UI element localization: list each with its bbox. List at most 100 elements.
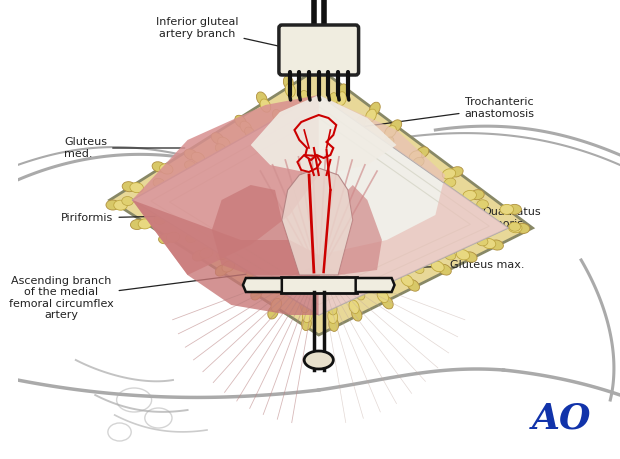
Ellipse shape (152, 162, 166, 172)
Ellipse shape (274, 282, 283, 294)
Ellipse shape (409, 151, 422, 162)
Ellipse shape (215, 144, 226, 154)
Text: Piriformis: Piriformis (61, 213, 214, 223)
Ellipse shape (383, 276, 394, 286)
Ellipse shape (413, 157, 424, 167)
Ellipse shape (185, 161, 196, 170)
Ellipse shape (300, 90, 309, 102)
FancyBboxPatch shape (279, 25, 358, 75)
Polygon shape (132, 200, 319, 315)
Ellipse shape (122, 182, 136, 192)
Ellipse shape (490, 240, 503, 250)
Ellipse shape (251, 287, 262, 300)
Ellipse shape (138, 219, 152, 229)
Ellipse shape (377, 290, 389, 302)
Ellipse shape (200, 248, 213, 258)
Ellipse shape (384, 137, 394, 147)
Text: Inferior gluteal
artery branch: Inferior gluteal artery branch (156, 17, 316, 55)
Ellipse shape (476, 237, 488, 246)
Ellipse shape (516, 224, 529, 234)
Ellipse shape (432, 261, 445, 272)
Ellipse shape (215, 265, 228, 276)
Ellipse shape (301, 317, 311, 330)
Ellipse shape (390, 120, 402, 132)
Ellipse shape (217, 250, 228, 260)
Ellipse shape (303, 309, 312, 323)
Ellipse shape (192, 152, 205, 163)
Ellipse shape (477, 200, 489, 209)
Ellipse shape (438, 264, 451, 275)
Ellipse shape (268, 306, 278, 319)
Ellipse shape (500, 204, 513, 214)
Polygon shape (243, 278, 282, 292)
Ellipse shape (222, 261, 234, 272)
Ellipse shape (445, 251, 456, 260)
Ellipse shape (246, 266, 257, 276)
Ellipse shape (356, 116, 366, 127)
Ellipse shape (271, 298, 281, 312)
Ellipse shape (106, 200, 120, 210)
Ellipse shape (329, 318, 339, 331)
Ellipse shape (257, 92, 267, 105)
Text: Gluteus max.: Gluteus max. (399, 260, 525, 270)
FancyBboxPatch shape (281, 277, 356, 293)
Ellipse shape (218, 137, 230, 149)
Ellipse shape (113, 200, 127, 210)
Polygon shape (338, 185, 382, 275)
Ellipse shape (337, 92, 347, 106)
Ellipse shape (370, 102, 380, 115)
Ellipse shape (413, 263, 424, 274)
Ellipse shape (355, 289, 365, 300)
Text: Trochanteric
anastomosis: Trochanteric anastomosis (341, 97, 534, 129)
Polygon shape (212, 185, 299, 275)
Ellipse shape (508, 223, 522, 233)
Ellipse shape (384, 126, 396, 138)
Text: AO: AO (532, 401, 591, 435)
Ellipse shape (159, 234, 172, 244)
Ellipse shape (401, 274, 414, 286)
Ellipse shape (482, 238, 496, 249)
Ellipse shape (122, 196, 133, 206)
Ellipse shape (260, 99, 271, 112)
Text: Ascending branch
of the medial
femoral circumflex
artery: Ascending branch of the medial femoral c… (9, 269, 291, 320)
Text: Quadratus
femoris: Quadratus femoris (428, 207, 541, 229)
Ellipse shape (509, 222, 521, 231)
Ellipse shape (159, 164, 173, 174)
Ellipse shape (154, 215, 166, 224)
Ellipse shape (366, 109, 376, 122)
Ellipse shape (450, 167, 463, 177)
Ellipse shape (185, 233, 197, 242)
Ellipse shape (442, 169, 456, 179)
Ellipse shape (352, 308, 362, 321)
Ellipse shape (130, 183, 143, 193)
Text: Gluteus
med.: Gluteus med. (64, 137, 185, 159)
Ellipse shape (338, 84, 348, 98)
Ellipse shape (407, 280, 420, 291)
Polygon shape (282, 168, 353, 275)
Ellipse shape (273, 109, 282, 121)
Ellipse shape (328, 303, 337, 315)
Polygon shape (132, 95, 508, 315)
Ellipse shape (130, 219, 144, 230)
Ellipse shape (445, 178, 456, 187)
Polygon shape (250, 95, 397, 175)
Ellipse shape (153, 178, 165, 187)
Ellipse shape (211, 133, 224, 144)
Ellipse shape (328, 309, 337, 324)
Ellipse shape (382, 296, 393, 309)
Ellipse shape (349, 300, 359, 313)
Ellipse shape (166, 232, 180, 242)
Ellipse shape (463, 190, 476, 201)
Ellipse shape (304, 351, 334, 369)
Ellipse shape (192, 251, 206, 261)
Ellipse shape (184, 149, 197, 160)
Ellipse shape (301, 301, 309, 313)
Polygon shape (110, 68, 533, 335)
Ellipse shape (235, 115, 247, 128)
Ellipse shape (416, 147, 429, 158)
Ellipse shape (456, 250, 469, 260)
Ellipse shape (255, 281, 267, 294)
Ellipse shape (508, 204, 521, 214)
Ellipse shape (329, 93, 338, 105)
Ellipse shape (471, 190, 484, 200)
